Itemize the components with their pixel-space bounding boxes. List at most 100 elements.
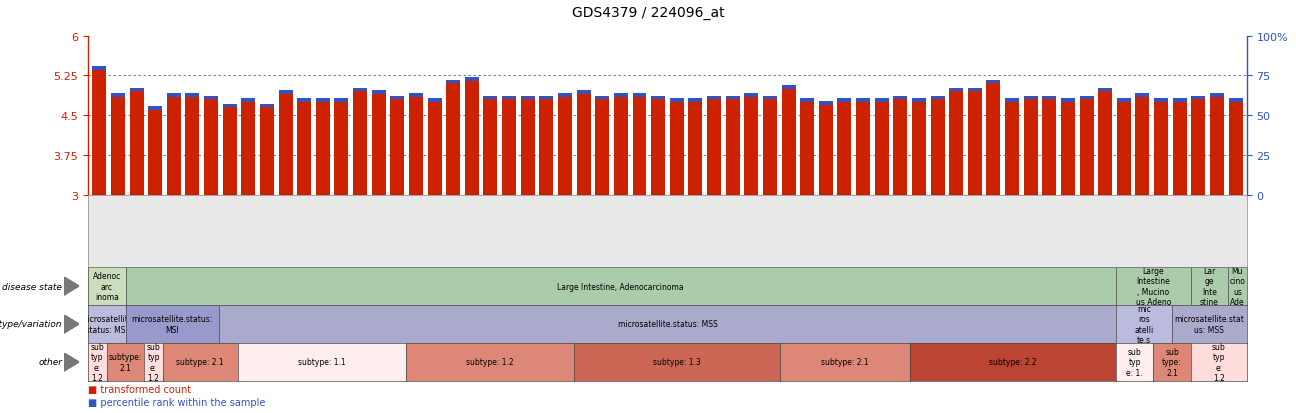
Bar <box>241 103 255 195</box>
Bar <box>92 67 106 71</box>
Bar <box>148 111 162 195</box>
Bar <box>148 107 162 111</box>
Bar <box>1173 99 1187 103</box>
Bar <box>483 100 498 195</box>
Bar <box>800 103 814 195</box>
Bar <box>390 100 404 195</box>
Bar <box>372 95 386 195</box>
Bar <box>614 94 627 97</box>
Bar <box>763 96 776 100</box>
Bar <box>446 84 460 195</box>
Bar <box>819 105 833 195</box>
Bar <box>1024 100 1038 195</box>
Bar <box>130 92 144 195</box>
Bar <box>875 99 889 103</box>
Bar <box>92 71 106 195</box>
Bar <box>1229 99 1243 103</box>
Text: microsatellite
.status: MSS: microsatellite .status: MSS <box>80 315 133 334</box>
Bar <box>632 97 647 195</box>
Bar <box>819 102 833 105</box>
Text: genotype/variation: genotype/variation <box>0 320 62 329</box>
Bar <box>726 100 740 195</box>
Bar <box>857 99 870 103</box>
Bar <box>428 99 442 103</box>
Bar <box>241 99 255 103</box>
Bar <box>744 97 758 195</box>
Bar <box>781 86 796 90</box>
Bar <box>986 81 1001 84</box>
Bar <box>502 100 516 195</box>
Bar <box>1210 94 1223 97</box>
Bar <box>1153 103 1168 195</box>
Text: subtype:
2.1: subtype: 2.1 <box>109 352 143 372</box>
Bar <box>1061 99 1074 103</box>
Bar <box>1080 96 1094 100</box>
Bar <box>651 96 665 100</box>
Text: sub
typ
e:
1.2: sub typ e: 1.2 <box>146 342 161 382</box>
Bar <box>726 96 740 100</box>
Bar <box>111 97 124 195</box>
Text: ■ percentile rank within the sample: ■ percentile rank within the sample <box>88 397 266 407</box>
Bar <box>1080 100 1094 195</box>
Text: disease state: disease state <box>3 282 62 291</box>
Bar <box>1191 96 1205 100</box>
Bar <box>688 99 702 103</box>
Bar <box>130 88 144 92</box>
Text: sub
typ
e: 1.: sub typ e: 1. <box>1126 347 1143 377</box>
Bar <box>1006 99 1019 103</box>
Bar <box>1117 103 1131 195</box>
Bar <box>1006 103 1019 195</box>
Bar <box>744 94 758 97</box>
Bar <box>297 103 311 195</box>
Text: Adenoc
arc
inoma: Adenoc arc inoma <box>93 271 121 301</box>
Text: mic
ros
atelli
te.s: mic ros atelli te.s <box>1134 304 1153 344</box>
Bar <box>1210 97 1223 195</box>
Bar <box>837 103 851 195</box>
Bar <box>1061 103 1074 195</box>
Bar <box>539 96 553 100</box>
Bar <box>800 99 814 103</box>
Bar <box>595 96 609 100</box>
Bar <box>334 103 349 195</box>
Bar <box>410 94 422 97</box>
Text: Mu
cino
us
Ade: Mu cino us Ade <box>1230 266 1245 306</box>
Bar <box>539 100 553 195</box>
Text: sub
typ
e:
1.2: sub typ e: 1.2 <box>91 342 105 382</box>
Bar <box>595 100 609 195</box>
Bar <box>708 100 721 195</box>
Text: subtype: 1.1: subtype: 1.1 <box>298 358 346 367</box>
Bar <box>446 81 460 84</box>
Bar <box>875 103 889 195</box>
Text: Large
Intestine
, Mucino
us Adeno: Large Intestine , Mucino us Adeno <box>1135 266 1172 306</box>
Bar <box>986 84 1001 195</box>
Bar <box>465 81 478 195</box>
Bar <box>857 103 870 195</box>
Text: subtype: 2.1: subtype: 2.1 <box>176 358 224 367</box>
Text: microsatellite.status:
MSI: microsatellite.status: MSI <box>132 315 213 334</box>
Bar <box>708 96 721 100</box>
Bar <box>949 88 963 92</box>
Bar <box>577 95 591 195</box>
Bar <box>465 78 478 81</box>
Text: microsatellite.status: MSS: microsatellite.status: MSS <box>618 320 717 329</box>
Bar <box>670 103 684 195</box>
Bar <box>410 97 422 195</box>
Bar <box>390 96 404 100</box>
Bar <box>223 108 237 195</box>
Bar <box>279 95 293 195</box>
Bar <box>781 90 796 195</box>
Text: subtype: 1.3: subtype: 1.3 <box>653 358 701 367</box>
Bar <box>1042 100 1056 195</box>
Bar <box>260 104 273 108</box>
Text: subtype: 1.2: subtype: 1.2 <box>467 358 513 367</box>
Bar <box>893 100 907 195</box>
Bar <box>279 91 293 95</box>
Bar <box>502 96 516 100</box>
Bar <box>968 88 982 92</box>
Bar <box>949 92 963 195</box>
Bar <box>167 94 181 97</box>
Bar <box>1135 94 1150 97</box>
Bar <box>1135 97 1150 195</box>
Bar <box>968 92 982 195</box>
Bar <box>260 108 273 195</box>
